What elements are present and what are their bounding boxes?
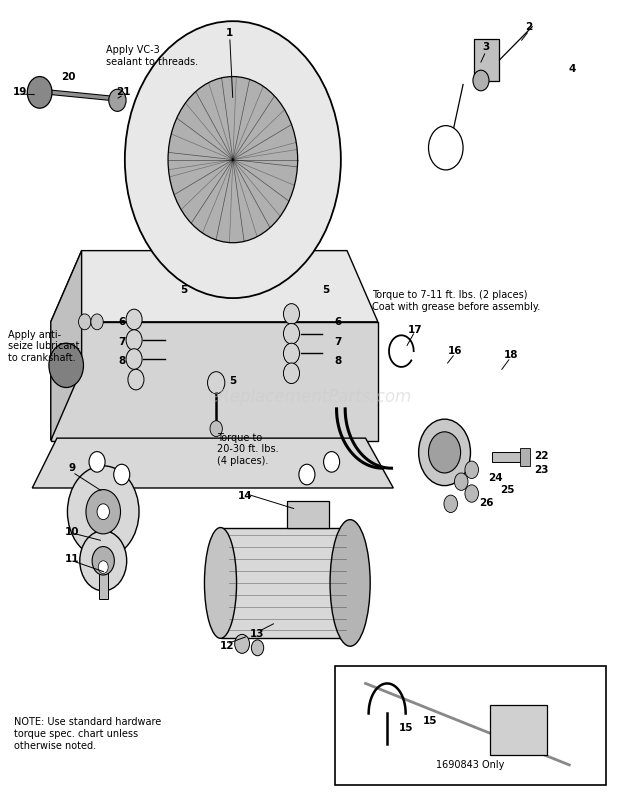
Text: 5: 5 [229,376,236,386]
Ellipse shape [330,519,370,646]
Circle shape [91,314,104,330]
Circle shape [97,504,109,519]
Text: 11: 11 [65,554,79,565]
Polygon shape [221,527,350,638]
Bar [95,510,111,559]
Text: Torque to
20-30 ft. lbs.
(4 places).: Torque to 20-30 ft. lbs. (4 places). [218,433,279,466]
Circle shape [113,464,130,485]
Text: 15: 15 [423,716,438,727]
Circle shape [324,452,340,472]
Circle shape [473,70,489,91]
Circle shape [86,490,120,534]
Text: 13: 13 [250,630,265,639]
Text: 18: 18 [503,350,518,360]
Text: Apply VC-3
sealant to threads.: Apply VC-3 sealant to threads. [106,45,198,67]
Circle shape [79,314,91,330]
Circle shape [283,343,299,364]
Circle shape [68,466,139,557]
Text: 14: 14 [238,491,252,501]
Text: 16: 16 [448,346,463,357]
Circle shape [428,125,463,170]
Text: 19: 19 [13,87,27,98]
Circle shape [283,303,299,324]
Circle shape [465,461,479,479]
Text: 4: 4 [569,64,576,74]
Polygon shape [32,438,393,488]
Text: 9: 9 [69,463,76,473]
Text: 1: 1 [226,28,233,38]
Circle shape [49,343,84,387]
Text: 3: 3 [482,42,490,52]
Polygon shape [51,251,82,441]
Text: 17: 17 [407,325,422,335]
Text: 15: 15 [399,723,413,733]
Text: 1690843 Only: 1690843 Only [436,761,505,770]
Circle shape [128,369,144,390]
Circle shape [80,530,126,591]
Circle shape [210,421,223,437]
Text: 6: 6 [334,317,342,327]
Circle shape [283,363,299,384]
Text: 10: 10 [65,526,79,537]
Text: 7: 7 [118,337,125,347]
Polygon shape [286,502,329,527]
Polygon shape [51,251,378,322]
Text: Apply anti-
seize lubricant
to crankshaft.: Apply anti- seize lubricant to crankshaf… [7,330,79,363]
Text: 5: 5 [322,285,329,295]
Text: 6: 6 [118,317,125,327]
Circle shape [89,452,105,472]
Text: eReplacementParts.com: eReplacementParts.com [208,388,412,406]
Text: 22: 22 [534,451,549,461]
Text: NOTE: Use standard hardware
torque spec. chart unless
otherwise noted.: NOTE: Use standard hardware torque spec.… [14,718,161,750]
Text: 8: 8 [118,357,125,366]
Circle shape [465,485,479,503]
Polygon shape [51,322,378,441]
Circle shape [168,76,298,243]
Circle shape [444,495,458,512]
Circle shape [454,473,468,491]
Circle shape [208,372,225,394]
Bar [99,567,108,599]
Circle shape [299,464,315,485]
Bar [492,452,526,462]
Ellipse shape [205,527,237,638]
Circle shape [126,309,142,330]
Text: 21: 21 [117,87,131,98]
Circle shape [126,330,142,350]
FancyBboxPatch shape [490,705,547,754]
Text: 20: 20 [61,71,75,82]
Text: 26: 26 [479,498,493,508]
Circle shape [99,561,108,573]
Text: 12: 12 [219,642,234,651]
Circle shape [418,419,471,486]
Circle shape [92,546,114,575]
Circle shape [125,21,341,298]
Circle shape [283,323,299,344]
Circle shape [235,634,249,653]
Bar [474,40,500,80]
Bar [520,449,529,466]
Text: 7: 7 [334,337,342,347]
Circle shape [428,432,461,473]
Text: 5: 5 [180,285,187,295]
Circle shape [27,76,52,108]
Circle shape [251,640,264,656]
FancyBboxPatch shape [335,666,606,784]
Text: 24: 24 [488,472,502,483]
Circle shape [108,89,126,111]
Text: 25: 25 [500,485,515,495]
Text: 23: 23 [534,464,549,475]
Text: 2: 2 [526,21,533,32]
Circle shape [126,349,142,369]
Text: 8: 8 [334,357,342,366]
Text: Torque to 7-11 ft. lbs. (2 places)
Coat with grease before assembly.: Torque to 7-11 ft. lbs. (2 places) Coat … [372,290,540,312]
